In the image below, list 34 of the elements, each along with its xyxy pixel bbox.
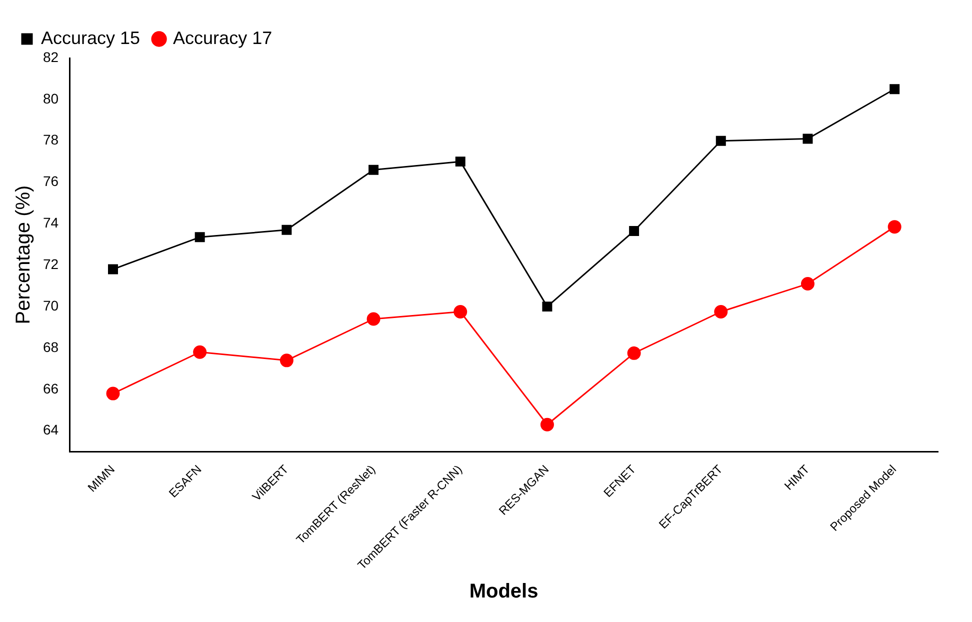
point	[106, 386, 120, 400]
point	[716, 136, 726, 146]
legend-label: Accuracy 17	[173, 28, 272, 48]
point	[366, 312, 380, 326]
y-tick-label: 80	[42, 90, 59, 106]
y-tick-label: 76	[42, 173, 59, 190]
point	[714, 304, 728, 318]
point	[194, 232, 205, 242]
point	[542, 302, 552, 312]
point	[888, 220, 902, 234]
point	[368, 164, 379, 175]
y-tick-label: 78	[42, 132, 59, 148]
point	[282, 224, 292, 235]
y-tick-label: 72	[42, 256, 59, 272]
point	[108, 264, 118, 274]
y-tick-label: 66	[42, 380, 59, 396]
point	[540, 418, 554, 432]
point	[890, 84, 900, 94]
y-tick-label: 70	[42, 297, 59, 314]
y-tick-label: 82	[42, 48, 59, 65]
y-tick-label: 64	[42, 422, 59, 438]
point	[280, 354, 294, 368]
x-axis-title: Models	[469, 580, 538, 603]
y-axis-title: Percentage (%)	[12, 185, 35, 324]
point	[800, 277, 814, 291]
legend-label: Accuracy 15	[41, 28, 140, 48]
y-tick-label: 74	[42, 214, 59, 231]
point	[802, 134, 813, 144]
point	[455, 156, 466, 167]
point	[627, 346, 641, 360]
point	[193, 345, 207, 359]
point	[454, 304, 468, 318]
y-tick-label: 68	[42, 338, 59, 355]
point	[629, 226, 640, 236]
